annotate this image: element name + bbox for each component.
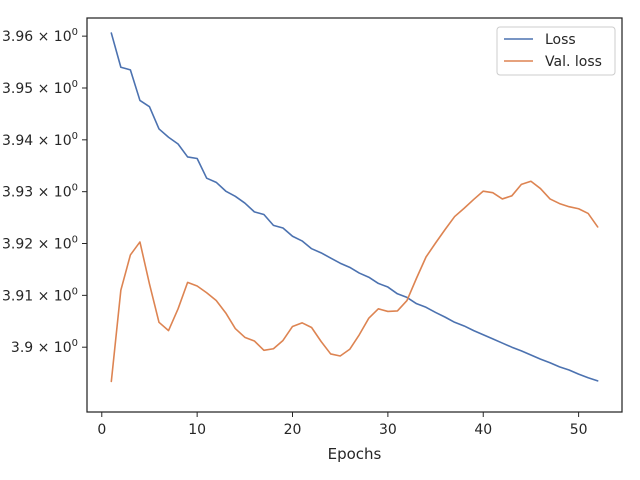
series-line-1 <box>110 32 599 382</box>
series-line-2 <box>110 180 599 383</box>
plot-frame <box>86 17 623 413</box>
x-tick-label: 50 <box>570 422 588 438</box>
x-tick-label: 10 <box>188 422 206 438</box>
legend-label: Val. loss <box>545 54 602 70</box>
x-tick-label: 40 <box>474 422 492 438</box>
y-tick-label: 3.95 × 100 <box>2 79 78 97</box>
y-tick-label: 3.94 × 100 <box>2 131 78 149</box>
legend-label: Loss <box>545 32 576 48</box>
legend: Loss Val. loss <box>496 26 616 76</box>
y-tick-label: 3.9 × 100 <box>11 338 78 356</box>
x-tick-label: 20 <box>284 422 302 438</box>
x-axis-label: Epochs <box>328 445 382 463</box>
y-tick-label: 3.91 × 100 <box>2 286 78 304</box>
y-tick-label: 3.92 × 100 <box>2 235 78 253</box>
y-tick-label: 3.96 × 100 <box>2 27 78 45</box>
x-tick-label: 0 <box>97 422 106 438</box>
series-lines <box>110 32 599 383</box>
y-axis-ticks: 3.9 × 100 3.91 × 100 3.92 × 100 3.93 × 100 3… <box>2 27 87 356</box>
x-axis-ticks: 0 10 20 30 40 50 <box>97 412 588 438</box>
x-tick-label: 30 <box>379 422 397 438</box>
y-tick-label: 3.93 × 100 <box>2 183 78 201</box>
